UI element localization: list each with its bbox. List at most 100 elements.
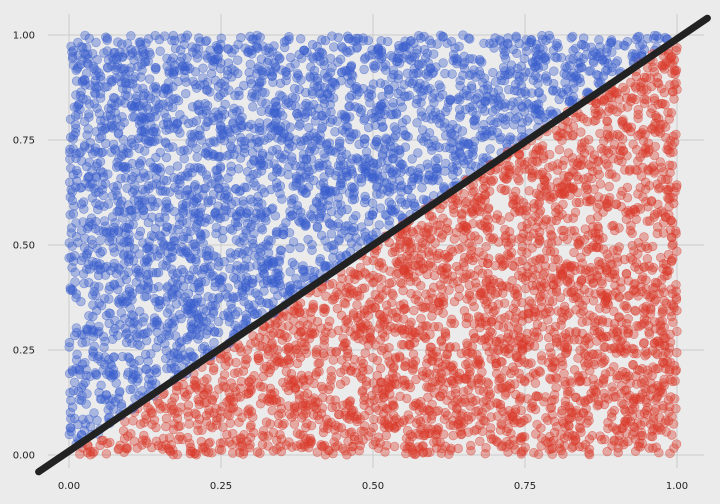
scatter-point-red bbox=[376, 363, 386, 373]
scatter-point-red bbox=[417, 250, 427, 260]
scatter-point-red bbox=[574, 197, 584, 208]
scatter-point-red bbox=[583, 135, 594, 145]
scatter-point-red bbox=[651, 404, 661, 414]
scatter-point-blue bbox=[385, 136, 395, 147]
scatter-point-red bbox=[563, 171, 574, 182]
scatter-point-blue bbox=[270, 211, 281, 221]
scatter-point-blue bbox=[254, 136, 265, 146]
scatter-point-blue bbox=[254, 118, 265, 128]
scatter-point-blue bbox=[84, 277, 94, 288]
scatter-point-blue bbox=[269, 41, 279, 51]
scatter-point-blue bbox=[261, 45, 271, 56]
scatter-point-red bbox=[532, 319, 543, 330]
scatter-point-red bbox=[559, 441, 570, 451]
scatter-point-blue bbox=[132, 91, 142, 102]
scatter-point-red bbox=[447, 400, 458, 410]
scatter-point-blue bbox=[286, 195, 297, 205]
scatter-point-blue bbox=[150, 62, 161, 73]
scatter-point-red bbox=[225, 418, 236, 428]
scatter-point-red bbox=[454, 283, 464, 294]
scatter-point-red bbox=[657, 98, 668, 109]
scatter-point-blue bbox=[127, 338, 137, 348]
scatter-point-red bbox=[326, 375, 336, 385]
scatter-point-red bbox=[464, 363, 474, 373]
scatter-point-red bbox=[457, 210, 467, 220]
scatter-point-red bbox=[207, 423, 218, 433]
scatter-point-blue bbox=[109, 352, 119, 362]
scatter-point-red bbox=[398, 285, 408, 296]
scatter-point-red bbox=[363, 310, 373, 321]
scatter-point-red bbox=[488, 233, 499, 243]
scatter-point-red bbox=[665, 193, 675, 203]
scatter-point-blue bbox=[145, 74, 155, 84]
scatter-point-red bbox=[371, 386, 381, 396]
scatter-point-red bbox=[666, 256, 677, 267]
scatter-point-blue bbox=[182, 30, 193, 40]
scatter-point-red bbox=[325, 316, 335, 326]
scatter-point-blue bbox=[95, 235, 106, 245]
scatter-point-red bbox=[516, 405, 526, 416]
scatter-point-blue bbox=[213, 54, 223, 65]
scatter-point-red bbox=[545, 225, 555, 235]
scatter-point-red bbox=[253, 350, 263, 361]
scatter-point-red bbox=[635, 392, 645, 402]
scatter-point-red bbox=[327, 328, 337, 338]
scatter-point-red bbox=[276, 404, 287, 414]
scatter-point-red bbox=[466, 446, 476, 456]
scatter-point-red bbox=[514, 396, 525, 406]
scatter-point-red bbox=[655, 157, 665, 167]
scatter-point-red bbox=[531, 429, 541, 439]
scatter-point-blue bbox=[194, 285, 205, 296]
scatter-point-blue bbox=[89, 341, 99, 351]
scatter-point-red bbox=[529, 448, 539, 458]
scatter-point-red bbox=[667, 430, 677, 440]
scatter-point-blue bbox=[91, 305, 102, 316]
scatter-point-red bbox=[609, 343, 619, 353]
scatter-point-blue bbox=[109, 247, 120, 257]
scatter-point-red bbox=[258, 382, 269, 392]
scatter-point-red bbox=[589, 150, 600, 160]
scatter-point-red bbox=[636, 427, 647, 438]
scatter-point-red bbox=[581, 265, 591, 275]
scatter-point-blue bbox=[455, 112, 465, 122]
scatter-point-blue bbox=[236, 136, 247, 147]
scatter-point-blue bbox=[112, 191, 123, 201]
scatter-point-red bbox=[522, 394, 533, 404]
scatter-point-red bbox=[549, 247, 560, 257]
scatter-point-red bbox=[408, 448, 418, 458]
scatter-point-red bbox=[228, 448, 238, 458]
scatter-point-red bbox=[500, 298, 510, 308]
scatter-point-red bbox=[646, 305, 656, 315]
scatter-point-red bbox=[228, 428, 238, 439]
scatter-point-blue bbox=[192, 152, 202, 162]
scatter-point-blue bbox=[248, 102, 258, 112]
scatter-point-red bbox=[637, 364, 647, 374]
scatter-point-blue bbox=[280, 150, 290, 160]
scatter-point-blue bbox=[245, 133, 255, 143]
scatter-point-red bbox=[633, 109, 643, 120]
scatter-point-red bbox=[292, 428, 303, 438]
scatter-point-blue bbox=[401, 115, 411, 125]
scatter-point-blue bbox=[457, 126, 468, 136]
scatter-point-red bbox=[672, 347, 682, 358]
scatter-point-red bbox=[265, 383, 275, 393]
scatter-point-blue bbox=[66, 414, 76, 424]
scatter-point-red bbox=[496, 183, 506, 194]
scatter-point-blue bbox=[71, 323, 82, 333]
scatter-point-blue bbox=[231, 235, 242, 245]
scatter-point-red bbox=[539, 254, 550, 264]
scatter-point-blue bbox=[91, 290, 101, 301]
scatter-point-red bbox=[272, 318, 282, 328]
scatter-point-red bbox=[235, 434, 246, 444]
scatter-point-red bbox=[464, 254, 474, 264]
scatter-point-red bbox=[381, 300, 392, 310]
scatter-point-red bbox=[616, 336, 626, 347]
scatter-point-blue bbox=[309, 175, 319, 186]
scatter-point-blue bbox=[223, 192, 234, 202]
scatter-point-red bbox=[653, 421, 663, 431]
scatter-point-red bbox=[477, 426, 488, 436]
scatter-point-blue bbox=[412, 44, 423, 55]
scatter-point-red bbox=[465, 269, 475, 279]
scatter-point-red bbox=[651, 112, 662, 123]
scatter-point-red bbox=[405, 253, 415, 264]
